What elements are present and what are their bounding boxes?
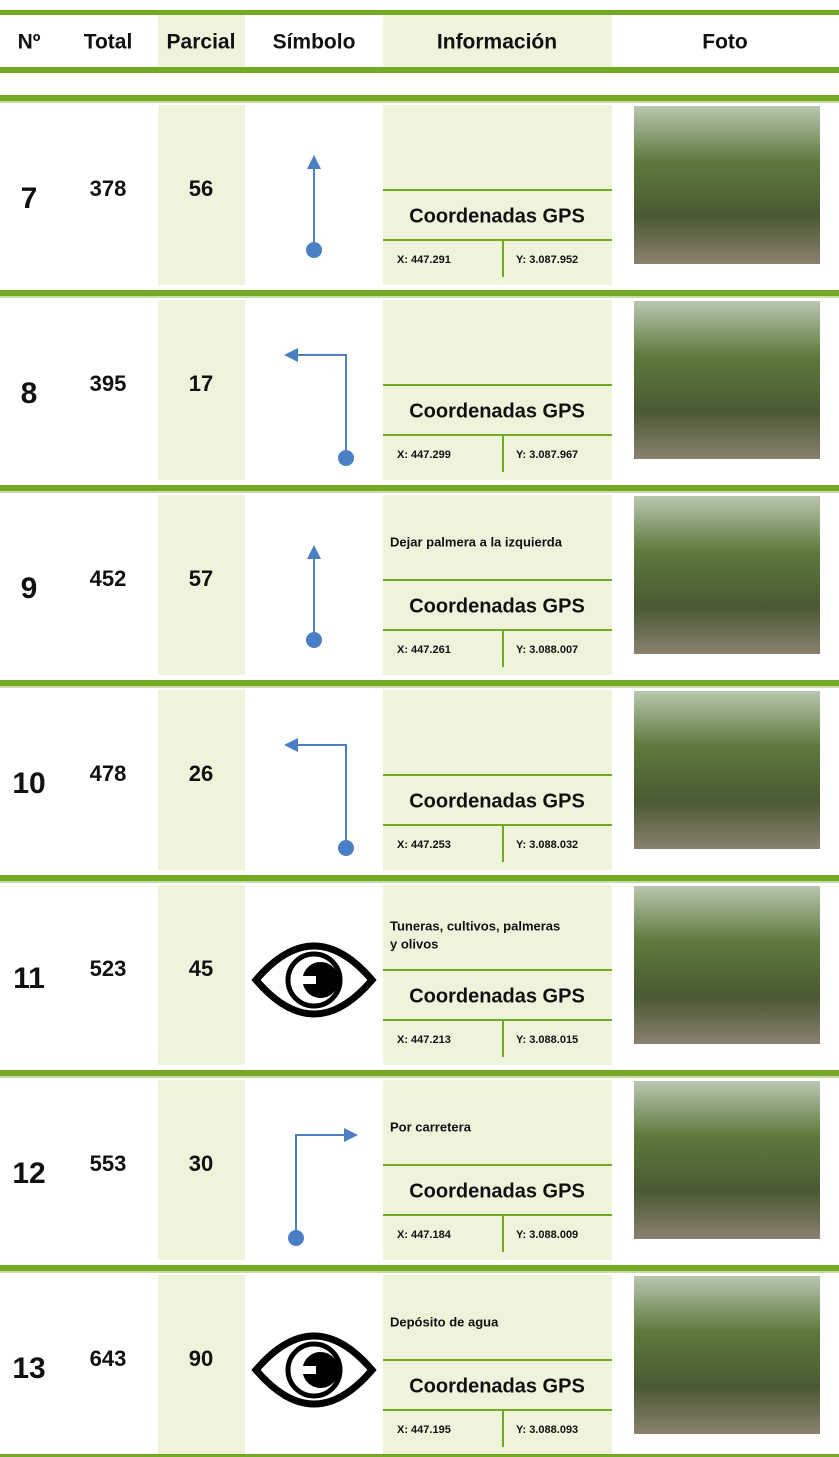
arrow-dot (338, 450, 354, 466)
photo (634, 106, 820, 264)
header-top-bar (0, 10, 839, 15)
row-separator (0, 290, 839, 296)
header-label: Parcial (167, 31, 236, 54)
total-distance: 378 (90, 176, 127, 201)
gps-title: Coordenadas GPS (409, 1180, 585, 1202)
arrow-dot (288, 1230, 304, 1246)
partial-distance: 57 (189, 566, 213, 591)
coord-y: Y: 3.088.009 (516, 1229, 578, 1241)
coord-y: Y: 3.088.093 (516, 1424, 578, 1436)
row-separator (0, 491, 839, 493)
info-text: Por carretera (390, 1119, 472, 1134)
coord-x: X: 447.299 (397, 449, 451, 461)
gps-title: Coordenadas GPS (409, 400, 585, 422)
header-label: Foto (702, 31, 747, 54)
info-text: Depósito de agua (390, 1314, 499, 1329)
gps-title: Coordenadas GPS (409, 985, 585, 1007)
partial-distance: 17 (189, 371, 213, 396)
row-number: 12 (12, 1157, 45, 1190)
route-table: Nº Total Parcial Símbolo Información Fot… (0, 0, 839, 1457)
row-number: 8 (21, 377, 38, 410)
coord-y: Y: 3.087.967 (516, 449, 578, 461)
row-separator (0, 1271, 839, 1273)
row-separator (0, 875, 839, 881)
gps-title: Coordenadas GPS (409, 205, 585, 227)
photo (634, 496, 820, 654)
row-separator (0, 680, 839, 686)
coord-y: Y: 3.088.007 (516, 644, 578, 656)
gps-title: Coordenadas GPS (409, 595, 585, 617)
arrow-head (307, 545, 321, 559)
row-separator (0, 1070, 839, 1076)
partial-distance: 90 (189, 1346, 213, 1371)
total-distance: 478 (90, 761, 127, 786)
partial-distance: 26 (189, 761, 213, 786)
coord-x: X: 447.195 (397, 1424, 451, 1436)
coord-x: X: 447.184 (397, 1229, 452, 1241)
row-separator (0, 95, 839, 101)
total-distance: 452 (90, 566, 127, 591)
arrow-dot (338, 840, 354, 856)
page: {"header": ["Nº", "Total", "Parcial", "S… (0, 0, 839, 1457)
row-number: 7 (21, 182, 38, 215)
total-distance: 523 (90, 956, 127, 981)
arrow-head (344, 1128, 358, 1142)
coord-x: X: 447.261 (397, 644, 451, 656)
photo (634, 691, 820, 849)
info-text: Dejar palmera a la izquierda (390, 534, 563, 549)
row-separator (0, 485, 839, 491)
gps-title: Coordenadas GPS (409, 1375, 585, 1397)
partial-distance: 45 (189, 956, 213, 981)
gps-title: Coordenadas GPS (409, 790, 585, 812)
arrow-dot (306, 242, 322, 258)
row-separator (0, 1076, 839, 1078)
arrow-line (296, 1135, 344, 1238)
coord-x: X: 447.253 (397, 839, 451, 851)
info-text: Tuneras, cultivos, palmeras (390, 918, 560, 933)
total-distance: 553 (90, 1151, 127, 1176)
arrow-dot (306, 632, 322, 648)
coord-y: Y: 3.088.032 (516, 839, 578, 851)
row-number: 13 (12, 1352, 45, 1385)
header-label: Nº (18, 31, 41, 54)
photo (634, 1276, 820, 1434)
partial-distance: 56 (189, 176, 213, 201)
row-separator (0, 881, 839, 883)
header-label: Símbolo (273, 31, 356, 54)
row-separator (0, 686, 839, 688)
coord-y: Y: 3.087.952 (516, 254, 578, 266)
row-separator (0, 296, 839, 298)
row-separator (0, 101, 839, 103)
row-number: 10 (12, 767, 45, 800)
coord-y: Y: 3.088.015 (516, 1034, 578, 1046)
info-text: y olivos (390, 936, 438, 951)
photo (634, 301, 820, 459)
header-label: Total (84, 31, 133, 54)
header-label: Información (437, 31, 557, 54)
coord-x: X: 447.213 (397, 1034, 451, 1046)
row-number: 11 (13, 962, 45, 995)
row-separator (0, 1265, 839, 1271)
row-number: 9 (21, 572, 38, 605)
arrow-head (307, 155, 321, 169)
coord-x: X: 447.291 (397, 254, 451, 266)
arrow-line (298, 355, 346, 458)
arrow-head (284, 738, 298, 752)
partial-distance: 30 (189, 1151, 213, 1176)
header-bottom-bar (0, 67, 839, 73)
total-distance: 395 (90, 371, 127, 396)
photo (634, 886, 820, 1044)
arrow-head (284, 348, 298, 362)
arrow-line (298, 745, 346, 848)
photo (634, 1081, 820, 1239)
total-distance: 643 (90, 1346, 127, 1371)
